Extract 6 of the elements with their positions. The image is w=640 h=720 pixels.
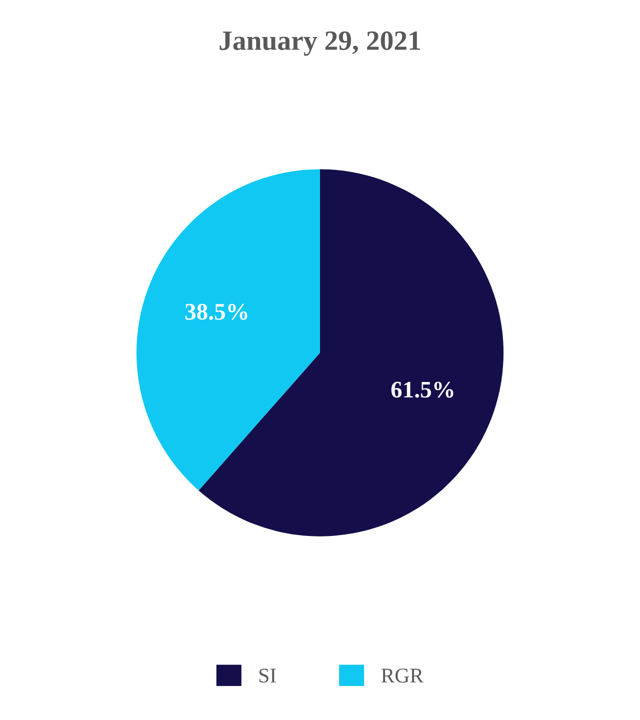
pie-slice — [136, 169, 320, 490]
data-label: 61.5% — [391, 382, 454, 398]
legend-label: SI — [259, 668, 276, 683]
chart-title: January 29, 2021 — [220, 31, 420, 56]
data-label: 38.5% — [185, 304, 248, 320]
legend-label: RGR — [381, 668, 424, 683]
